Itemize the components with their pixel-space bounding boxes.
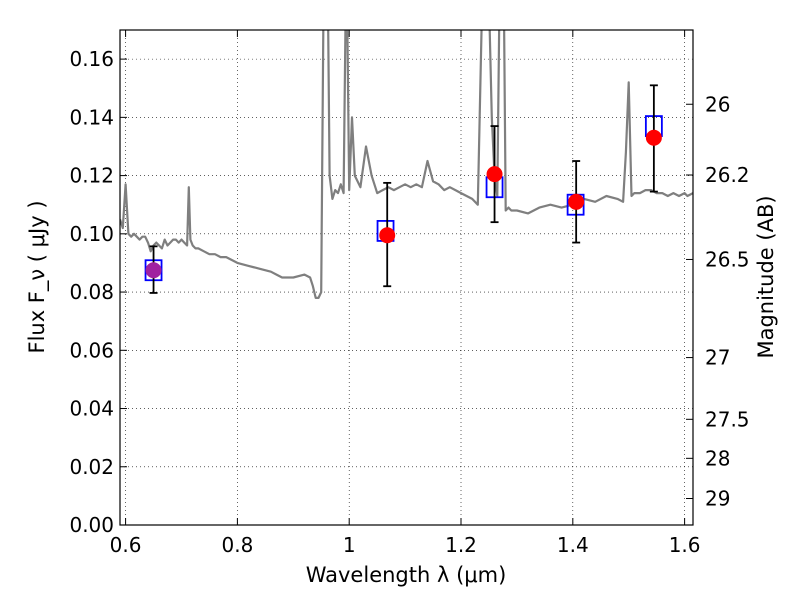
observed-flux-point xyxy=(145,262,162,279)
observed-flux-point xyxy=(645,129,662,146)
y-axis-label: Flux F_ν ( μJy ) xyxy=(25,200,50,353)
observed-flux-point xyxy=(568,193,585,210)
y2-tick-label: 27.5 xyxy=(705,407,750,431)
y2-tick-label: 27 xyxy=(705,346,730,370)
y2-tick-label: 28 xyxy=(705,446,730,470)
axis-ticks: 0.6 0.8 1 1.2 1.4 1.6 0.00 0.02 0.04 0.06 0.08 0.10… xyxy=(69,30,750,557)
observed-flux-point xyxy=(379,227,396,244)
y-tick-label: 0.04 xyxy=(69,397,114,421)
y2-tick-label: 26.2 xyxy=(705,163,750,187)
x-tick-label: 1.6 xyxy=(669,533,701,557)
spectrum-line xyxy=(120,30,693,299)
x-axis-label: Wavelength λ (μm) xyxy=(306,563,507,587)
x-tick-label: 1 xyxy=(343,533,356,557)
y2-tick-label: 29 xyxy=(705,487,730,511)
y-tick-label: 0.16 xyxy=(69,47,114,71)
grid xyxy=(120,30,693,526)
y-tick-label: 0.00 xyxy=(69,513,114,537)
y-tick-label: 0.10 xyxy=(69,222,114,246)
x-tick-label: 1.2 xyxy=(445,533,477,557)
plot-area xyxy=(120,30,693,299)
y-tick-label: 0.06 xyxy=(69,338,114,362)
y-tick-label: 0.02 xyxy=(69,455,114,479)
y2-axis-label: Magnitude (AB) xyxy=(754,195,778,358)
y2-tick-label: 26.5 xyxy=(705,247,750,271)
y-tick-label: 0.08 xyxy=(69,280,114,304)
y2-tick-label: 26 xyxy=(705,92,730,116)
x-tick-label: 1.4 xyxy=(557,533,589,557)
y-tick-label: 0.12 xyxy=(69,164,114,188)
x-tick-label: 0.6 xyxy=(110,533,142,557)
x-tick-label: 0.8 xyxy=(221,533,253,557)
observed-flux-point xyxy=(486,166,503,183)
plot-frame xyxy=(119,29,694,526)
y-tick-label: 0.14 xyxy=(69,105,114,129)
